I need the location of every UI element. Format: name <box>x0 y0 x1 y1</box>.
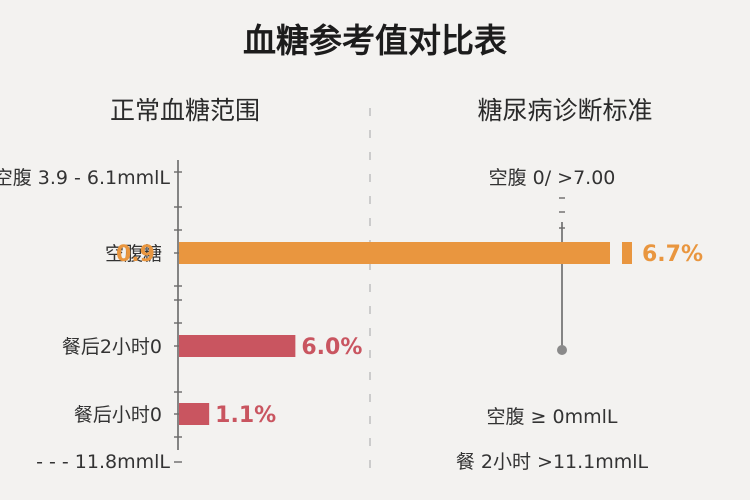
right-panel-heading: 糖尿病诊断标准 <box>477 96 652 125</box>
left-axis-ticks <box>174 171 182 463</box>
bar-value-label: 0.9 <box>116 242 155 267</box>
bar-category-label: 餐后小时0 <box>74 404 162 426</box>
bar-value-label: 1.1% <box>215 403 276 428</box>
right-marker-dot <box>557 345 567 355</box>
right-marker-ticks <box>559 197 565 229</box>
chart-title: 血糖参考值对比表 <box>243 21 507 60</box>
left-panel-heading: 正常血糖范围 <box>110 96 260 125</box>
right-top-note: 空腹 0/ >7.00 <box>489 167 616 189</box>
left-bottom-note: - - - 11.8mmlL <box>36 451 170 473</box>
left-top-note: 空腹 3.9 - 6.1mmlL <box>0 167 170 189</box>
bar-2 <box>179 335 296 357</box>
bar-3 <box>179 403 210 425</box>
right-note-1: 空腹 ≥ 0mmlL <box>487 406 618 428</box>
bar-end-block <box>622 242 632 264</box>
right-note-2: 餐 2小时 >11.1mmlL <box>456 451 649 473</box>
bar-right-label: 6.7% <box>642 242 703 267</box>
bar-category-label: 空腹糖 <box>105 243 162 265</box>
bar-category-label: 餐后2小时0 <box>62 336 162 358</box>
bar-value-label: 6.0% <box>301 335 362 360</box>
bar-1 <box>179 242 610 264</box>
